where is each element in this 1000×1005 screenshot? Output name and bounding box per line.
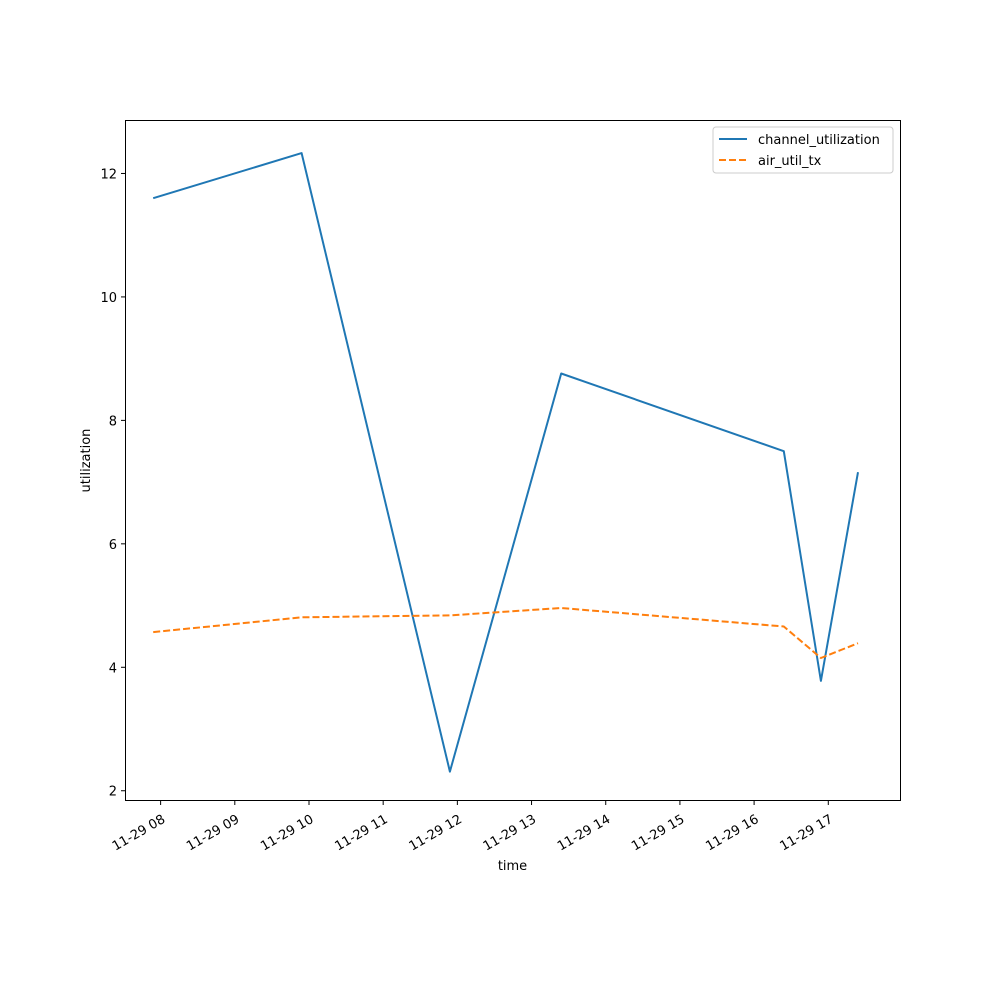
series-line-channel_utilization [152,152,859,773]
x-axis-label: time [498,859,527,874]
legend-label: air_util_tx [758,154,822,169]
x-tick-label: 11-29 08 [110,812,168,854]
y-tick-label: 10 [100,291,117,306]
series-line-air_util_tx [153,607,859,659]
x-tick-label: 11-29 14 [555,812,613,854]
x-tick-label: 11-29 13 [481,812,539,854]
legend-label: channel_utilization [758,133,880,148]
y-axis-label: utilization [79,429,94,493]
legend: channel_utilization air_util_tx [712,126,894,174]
y-tick-label: 8 [109,414,117,429]
y-tick-label: 6 [109,538,117,553]
plot-frame [125,120,901,801]
x-tick-label: 11-29 11 [332,812,390,854]
x-tick-label: 11-29 10 [258,812,316,854]
y-tick-label: 12 [100,167,117,182]
x-tick-label: 11-29 17 [778,812,836,854]
x-tick-label: 11-29 15 [629,812,687,854]
x-tick-label: 11-29 16 [703,812,761,854]
x-tick-label: 11-29 09 [184,812,242,854]
x-axis: 11-29 08 11-29 09 11-29 10 11-29 11 11-29 12… [110,800,836,854]
y-axis: 2 4 6 8 10 12 [100,167,126,800]
series-layer [152,152,859,773]
y-tick-label: 4 [109,661,117,676]
x-tick-label: 11-29 12 [407,812,465,854]
legend-box [712,126,894,174]
y-tick-label: 2 [109,785,117,800]
